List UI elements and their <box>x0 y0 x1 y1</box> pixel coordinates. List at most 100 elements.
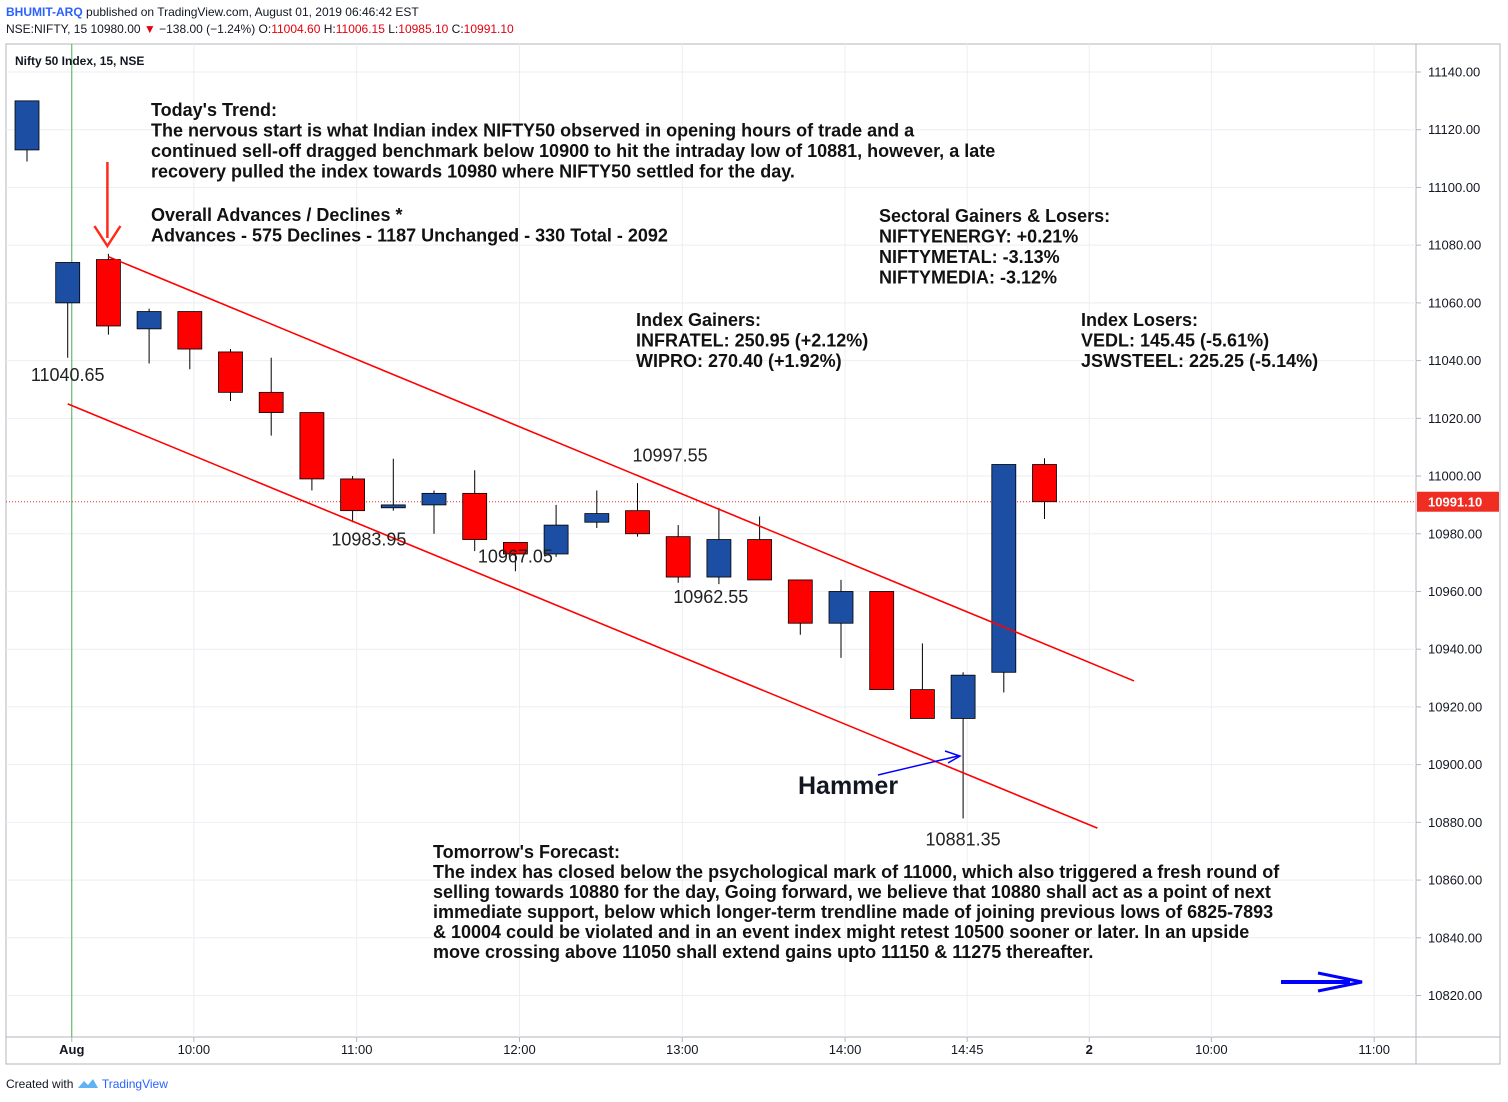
candle-body[interactable] <box>869 591 895 691</box>
advances-text-title: Overall Advances / Declines * <box>151 205 402 225</box>
y-tick-label: 10880.00 <box>1428 815 1482 830</box>
y-tick-label: 11140.00 <box>1428 65 1480 80</box>
candle-body[interactable] <box>380 504 406 509</box>
y-tick-label: 11080.00 <box>1428 238 1481 253</box>
y-tick-label: 11040.00 <box>1428 353 1481 368</box>
candle-body[interactable] <box>258 391 284 413</box>
candle-body[interactable] <box>747 539 772 581</box>
blue-arrow-icon <box>877 755 959 776</box>
candle-body[interactable] <box>787 579 813 624</box>
candle-body[interactable] <box>910 689 935 719</box>
price-change: −138.00 (−1.24%) <box>159 22 256 36</box>
high-label: H: <box>323 22 336 36</box>
sectoral-text-line: NIFTYENERGY: +0.21% <box>879 227 1078 247</box>
sectoral-text-line: NIFTYMEDIA: -3.12% <box>879 268 1057 288</box>
trend-text-title: Today's Trend: <box>151 100 277 120</box>
trend-text-line: continued sell-off dragged benchmark bel… <box>151 141 995 161</box>
price-label: 10983.95 <box>331 529 406 549</box>
candle-body[interactable] <box>421 492 447 506</box>
close-value: 10991.10 <box>463 22 514 36</box>
upper-channel-line[interactable] <box>108 255 1135 682</box>
y-tick-label: 11100.00 <box>1428 180 1480 195</box>
tradingview-logo-icon <box>77 1079 98 1088</box>
candle-body[interactable] <box>502 542 528 555</box>
forecast-text-line: selling towards 10880 for the day, Going… <box>433 882 1271 902</box>
chart-title: Nifty 50 Index, 15, NSE <box>15 54 144 68</box>
candle-body[interactable] <box>706 539 732 578</box>
last-price: 10980.00 <box>90 22 141 36</box>
y-tick-label: 10940.00 <box>1428 642 1482 657</box>
current-price-badge-label: 10991.10 <box>1428 495 1482 510</box>
x-tick-label: 12:00 <box>503 1042 536 1057</box>
x-tick-label: 13:00 <box>666 1042 699 1057</box>
symbol-info: NSE:NIFTY, 15 10980.00 ▼ −138.00 (−1.24%… <box>6 22 514 36</box>
candle-body[interactable] <box>462 492 488 540</box>
forecast-text-line: & 10004 could be violated and in an even… <box>433 922 1249 942</box>
losers-text-line: JSWSTEEL: 225.25 (-5.14%) <box>1081 351 1318 371</box>
forecast-text-title: Tomorrow's Forecast: <box>433 842 620 862</box>
candle-body[interactable] <box>177 311 203 350</box>
price-label: 10997.55 <box>633 446 708 466</box>
candle-body[interactable] <box>55 262 81 304</box>
candle-body[interactable] <box>340 478 366 512</box>
high-value: 11006.15 <box>335 22 385 36</box>
publish-info: BHUMIT-ARQ published on TradingView.com,… <box>6 5 419 19</box>
y-tick-label: 11060.00 <box>1428 295 1481 310</box>
symbol: NSE:NIFTY, 15 <box>6 22 88 36</box>
author-name[interactable]: BHUMIT-ARQ <box>6 5 83 19</box>
x-tick-label: 14:45 <box>951 1042 984 1057</box>
x-tick-label: 10:00 <box>178 1042 211 1057</box>
x-tick-label: 2 <box>1086 1042 1093 1057</box>
low-label: L: <box>388 22 399 36</box>
candle-body[interactable] <box>136 311 162 330</box>
candle-body[interactable] <box>218 351 243 393</box>
y-tick-label: 10900.00 <box>1428 757 1482 772</box>
candle-body[interactable] <box>14 100 40 151</box>
candle-body[interactable] <box>1032 464 1057 503</box>
forecast-text-line: move crossing above 11050 shall extend g… <box>433 942 1093 962</box>
candle-body[interactable] <box>584 513 610 523</box>
trend-text-line: The nervous start is what Indian index N… <box>151 121 915 141</box>
published-text: published on TradingView.com, August 01,… <box>86 5 419 19</box>
forecast-text-line: immediate support, below which longer-te… <box>433 902 1273 922</box>
candle-body[interactable] <box>625 510 650 535</box>
gainers-text-title: Index Gainers: <box>636 310 761 330</box>
y-tick-label: 10980.00 <box>1428 526 1482 541</box>
blue-arrow-head-icon <box>944 750 962 764</box>
candle-body[interactable] <box>96 259 121 327</box>
forecast-text-line: The index has closed below the psycholog… <box>433 862 1280 882</box>
y-tick-label: 10960.00 <box>1428 584 1482 599</box>
footer: Created with TradingView <box>6 1077 168 1091</box>
close-label: C: <box>451 22 464 36</box>
sectoral-text-title: Sectoral Gainers & Losers: <box>879 206 1110 226</box>
tradingview-link[interactable]: TradingView <box>101 1077 168 1091</box>
y-tick-label: 10820.00 <box>1428 988 1482 1003</box>
candle-body[interactable] <box>543 524 569 555</box>
candle-body[interactable] <box>665 536 691 578</box>
candle-body[interactable] <box>950 674 976 719</box>
gainers-text-line: INFRATEL: 250.95 (+2.12%) <box>636 331 868 351</box>
x-tick-label: Aug <box>59 1042 84 1057</box>
x-tick-label: 11:00 <box>1358 1042 1390 1057</box>
y-tick-label: 11120.00 <box>1428 122 1480 137</box>
candle-body[interactable] <box>299 412 325 480</box>
y-tick-label: 11000.00 <box>1428 469 1481 484</box>
x-tick-label: 10:00 <box>1195 1042 1228 1057</box>
lower-channel-line[interactable] <box>67 403 1098 829</box>
y-tick-label: 10860.00 <box>1428 873 1482 888</box>
price-label: 10967.05 <box>478 547 553 567</box>
advances-text-line: Advances - 575 Declines - 1187 Unchanged… <box>151 226 668 246</box>
candle-body[interactable] <box>828 591 854 624</box>
gainers-text-line: WIPRO: 270.40 (+1.92%) <box>636 351 842 371</box>
open-label: O: <box>258 22 272 36</box>
open-value: 11004.60 <box>271 22 321 36</box>
losers-text-line: VEDL: 145.45 (-5.61%) <box>1081 331 1269 351</box>
down-triangle-icon: ▼ <box>143 22 156 36</box>
candle-body[interactable] <box>991 464 1017 673</box>
x-tick-label: 14:00 <box>829 1042 862 1057</box>
x-tick-label: 11:00 <box>341 1042 373 1057</box>
y-tick-label: 11020.00 <box>1428 411 1481 426</box>
sectoral-text-line: NIFTYMETAL: -3.13% <box>879 247 1060 267</box>
losers-text-title: Index Losers: <box>1081 310 1198 330</box>
